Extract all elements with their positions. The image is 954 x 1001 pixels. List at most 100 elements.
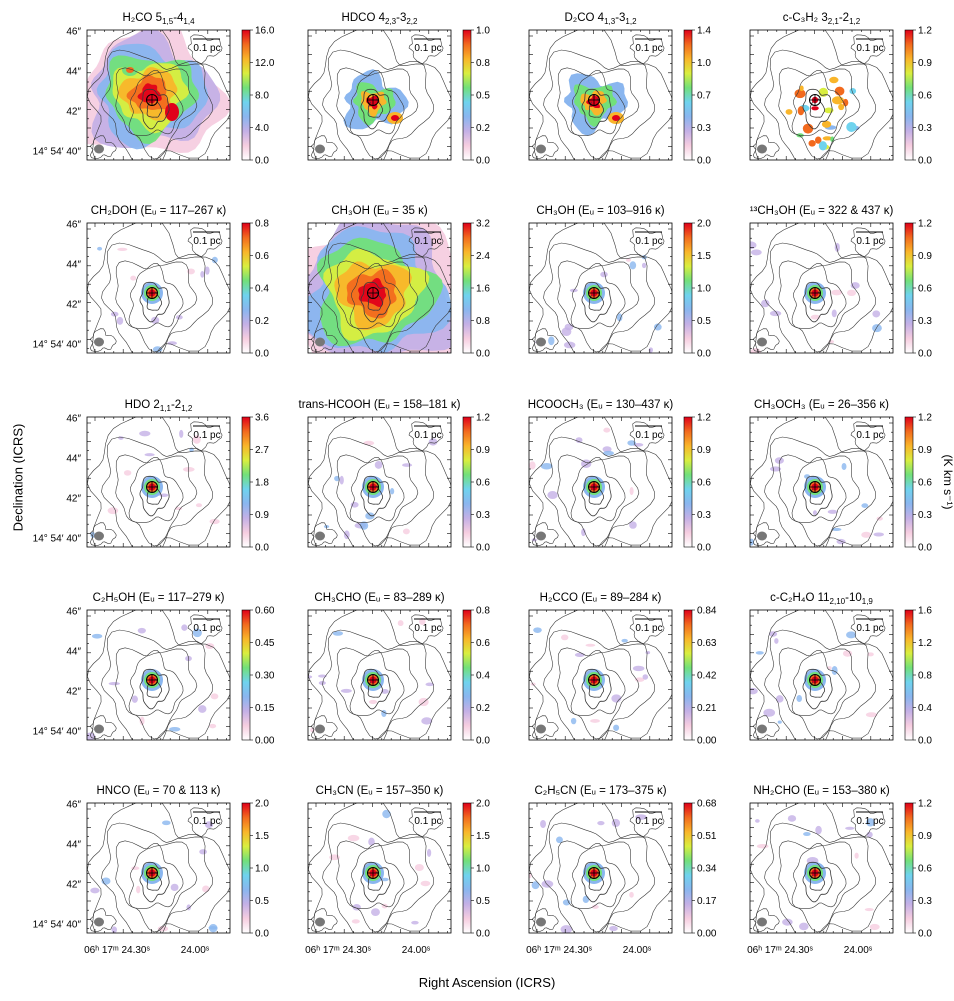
contour-line	[139, 861, 170, 903]
colorbar-tick-label: 0.8	[255, 219, 269, 230]
contour-line	[529, 803, 672, 933]
colorbar-tick-label: 0.5	[476, 91, 490, 102]
title-subscript: 2,10	[830, 597, 846, 606]
emission-speckle	[202, 885, 210, 893]
contour-line	[581, 475, 612, 517]
colorbar-tick-label: 0.3	[918, 896, 932, 907]
emission-speckle	[179, 429, 184, 438]
emission-speckle	[831, 289, 843, 296]
title-subscript: 1,2	[849, 17, 861, 26]
colorbar-tick-label: 0.0	[697, 156, 711, 167]
emission-speckle	[136, 885, 141, 894]
panel-11: 0.1 pc HCOOCH₃ (Eᵤ = 130–437 ᴋ) 0.0 0.3 0.6 0…	[528, 399, 712, 554]
panel-14: 0.1 pc CH₃CHO (Eᵤ = 83–289 ᴋ) 0.0 0.2 0.4 0.6…	[307, 592, 490, 747]
emission-speckle	[648, 347, 653, 353]
panel-title: HCOOCH₃ (Eᵤ = 130–437 ᴋ)	[528, 399, 674, 411]
emission-speckle	[796, 694, 803, 702]
title-text: Eᵤ = 26–356 ᴋ)	[813, 399, 889, 411]
emission-clump	[391, 115, 399, 121]
contour-line	[791, 457, 847, 523]
beam-ellipse	[757, 337, 767, 347]
emission-speckle	[804, 474, 811, 479]
contour-line	[581, 668, 612, 710]
title-text: D₂CO 4	[564, 12, 604, 24]
tick-marks	[308, 417, 451, 547]
emission-speckle	[570, 717, 577, 725]
colorbar	[904, 609, 914, 741]
ra-tick-label: 24.00ˢ	[623, 945, 652, 956]
contour-line	[89, 522, 117, 546]
panel-12: 0.1 pc CH₃OCH₃ (Eᵤ = 26–356 ᴋ) 0.0 0.3 0.6 0.…	[749, 399, 932, 554]
tick-marks	[750, 610, 893, 740]
emission-speckle	[204, 821, 214, 829]
emission-layer	[87, 30, 230, 153]
title-text: CH₃OCH₃ (	[754, 399, 813, 411]
contour-set	[529, 417, 672, 547]
colorbar-tick-label: 0.2	[476, 703, 490, 714]
contour-line	[89, 908, 117, 932]
emission-speckle	[755, 651, 764, 655]
emission-speckle	[869, 923, 880, 931]
colorbar	[683, 609, 693, 741]
title-text: CH₃CHO (	[314, 592, 368, 604]
colorbar-tick-label: 0.0	[918, 929, 932, 940]
contour-set	[529, 610, 672, 740]
contour-line	[629, 807, 665, 837]
map-frame	[86, 802, 231, 934]
colorbar-tick-label: 2.0	[255, 799, 269, 810]
contour-line	[531, 328, 559, 352]
contour-line	[101, 242, 213, 353]
panel-18: 0.1 pc CH₃CN (Eᵤ = 157–350 ᴋ) 0.0 0.5 1.0 1.5…	[305, 785, 490, 956]
emission-level	[137, 83, 162, 104]
x-axis-label: Right Ascension (ICRS)	[418, 975, 556, 990]
colorbar-tick-label: 0.30	[255, 671, 275, 682]
emission-speckle	[873, 532, 885, 537]
colorbar-tick-label: 0.8	[476, 58, 490, 69]
scale-bar-label: 0.1 pc	[635, 43, 662, 54]
title-text: CH₃OH (	[331, 205, 377, 217]
panel-title: HDO 21,1​-21,2​	[125, 399, 193, 413]
contour-line	[791, 263, 847, 329]
colorbar-tick-label: 0.60	[255, 606, 275, 617]
contour-set	[529, 223, 672, 353]
colorbar-tick-label: 0.63	[697, 638, 717, 649]
tick-marks	[529, 610, 672, 740]
emission-speckle	[209, 518, 220, 525]
colorbar-tick-label: 0.0	[476, 156, 490, 167]
panel-title: CH₃OH (Eᵤ = 103–916 ᴋ)	[536, 205, 664, 217]
emission-speckle	[548, 336, 555, 346]
emission-speckle	[382, 809, 391, 819]
beam-ellipse	[94, 724, 104, 734]
title-text: HDCO 4	[342, 12, 386, 24]
colorbar-tick-label: 0.2	[255, 316, 269, 327]
title-text: Eᵤ = 117–279 ᴋ)	[143, 592, 225, 604]
emission-clump	[834, 86, 845, 96]
contour-line	[629, 421, 665, 451]
tick-marks	[308, 610, 451, 740]
emission-speckle	[117, 247, 128, 251]
colorbar-tick-label: 1.5	[255, 831, 269, 842]
map-frame	[307, 802, 452, 934]
contour-line	[139, 88, 170, 130]
emission-speckle	[204, 266, 210, 275]
contour-set	[308, 30, 451, 160]
emission-speckle	[162, 820, 171, 826]
emission-speckle	[428, 438, 438, 446]
colorbar-tick-label: 3.2	[476, 219, 490, 230]
emission-speckle	[827, 666, 832, 670]
title-text: Eᵤ = 157–350 ᴋ)	[361, 785, 444, 797]
panel-title: CH₃CN (Eᵤ = 157–350 ᴋ)	[316, 785, 444, 797]
contour-line	[310, 715, 338, 739]
colorbar-tick-label: 0.6	[918, 284, 932, 295]
panel-title: trans-HCOOH (Eᵤ = 158–181 ᴋ)	[299, 399, 461, 411]
tick-marks	[750, 417, 893, 547]
contour-line	[750, 803, 893, 933]
emission-speckle	[611, 818, 621, 828]
map-frame	[86, 416, 231, 548]
emission-speckle	[831, 309, 837, 318]
title-subscript: 1,4	[183, 17, 195, 26]
emission-clump	[815, 136, 822, 144]
colorbar	[683, 222, 693, 354]
emission-speckle	[602, 446, 612, 453]
dec-tick-label: 14° 54′ 40″	[33, 920, 82, 931]
